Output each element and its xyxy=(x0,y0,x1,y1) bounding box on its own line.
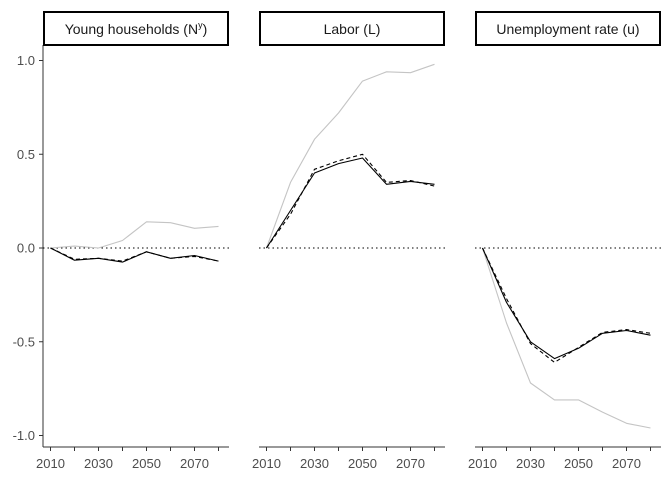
x-tick-label: 2010 xyxy=(36,456,65,471)
series-line-grey xyxy=(265,63,435,249)
series-line-solid xyxy=(481,247,651,360)
x-tick-label: 2050 xyxy=(132,456,161,471)
y-tick-label: 0.5 xyxy=(17,147,35,162)
x-tick-label: 2050 xyxy=(564,456,593,471)
y-tick-label: 0.0 xyxy=(17,241,35,256)
panel-title: Labor (L) xyxy=(324,21,381,37)
x-tick-label: 2030 xyxy=(84,456,113,471)
series-line-grey xyxy=(50,221,219,249)
x-tick-label: 2030 xyxy=(300,456,329,471)
series-line-solid xyxy=(50,247,219,263)
series-line-dashed xyxy=(482,247,651,363)
series-line-solid xyxy=(266,157,435,249)
x-tick-label: 2070 xyxy=(396,456,425,471)
x-tick-label: 2070 xyxy=(180,456,209,471)
y-tick-label: 1.0 xyxy=(17,53,35,68)
series-line-dashed xyxy=(50,247,219,262)
y-tick-label: -1.0 xyxy=(13,428,35,443)
panel-title: Unemployment rate (u) xyxy=(496,21,639,37)
series-line-grey xyxy=(481,247,651,429)
x-tick-label: 2070 xyxy=(612,456,641,471)
x-tick-label: 2050 xyxy=(348,456,377,471)
y-tick-label: -0.5 xyxy=(13,334,35,349)
x-tick-label: 2010 xyxy=(468,456,497,471)
x-tick-label: 2010 xyxy=(252,456,281,471)
panel-title-strip xyxy=(475,11,661,46)
panel-title-strip xyxy=(259,11,445,46)
panel-title-strip xyxy=(43,11,229,46)
series-line-dashed xyxy=(266,153,435,249)
panel-title: Young households (Ny) xyxy=(65,20,208,37)
x-tick-label: 2030 xyxy=(516,456,545,471)
